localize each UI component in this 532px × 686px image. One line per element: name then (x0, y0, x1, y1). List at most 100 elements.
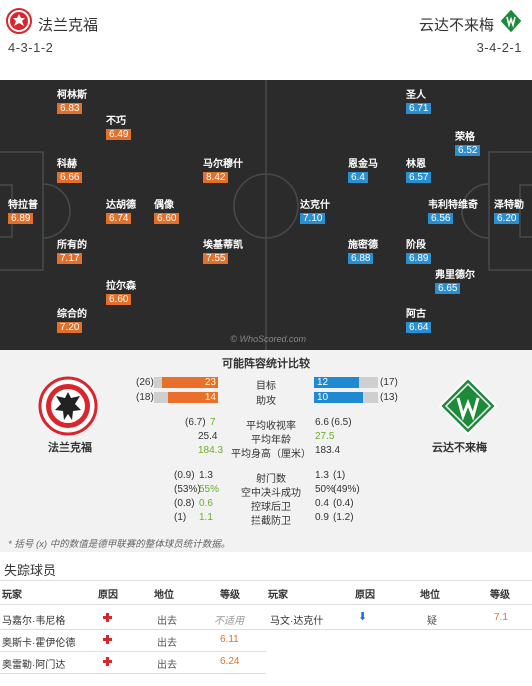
home-player[interactable]: 科赫 6.66 (57, 159, 83, 183)
player-rating: 7.55 (203, 253, 229, 264)
home-player[interactable]: 不巧 6.49 (106, 116, 132, 140)
werder-crest-icon (438, 376, 498, 436)
stat-label: 平均身高（厘米） (231, 449, 311, 460)
player-rating: 6.71 (406, 103, 432, 114)
missing-player-name[interactable]: 奥斯卡·霍伊伦德 (2, 638, 76, 649)
player-rating: 7.20 (57, 322, 83, 333)
home-player[interactable]: 马尔穆什 8.42 (203, 159, 243, 183)
missing-player-rating: 不适用 (214, 616, 244, 627)
away-formation: 3-4-2-1 (476, 40, 522, 55)
player-name: 圣人 (406, 90, 426, 101)
match-header: 法兰克福 云达不来梅 4-3-1-2 3-4-2-1 (0, 0, 532, 80)
player-rating: 6.74 (106, 213, 132, 224)
home-bar-value: 23 (204, 377, 216, 388)
divider (0, 580, 532, 581)
player-rating: 6.65 (435, 283, 461, 294)
col-rating-home: 等级 (220, 590, 240, 601)
col-player-away: 玩家 (268, 590, 288, 601)
home-player[interactable]: 所有的 7.17 (57, 240, 87, 264)
missing-player-position: 出去 (157, 616, 177, 627)
player-name: 埃基蒂凯 (203, 240, 243, 251)
away-player[interactable]: 阶段 6.89 (406, 240, 432, 264)
home-season-total: (18) (136, 392, 154, 403)
home-league-avg: (1) (174, 512, 187, 523)
home-player[interactable]: 拉尔森 6.60 (106, 281, 136, 305)
home-season-total: (26) (136, 377, 154, 388)
home-player[interactable]: 综合的 7.20 (57, 309, 87, 333)
player-rating: 6.66 (57, 172, 83, 183)
home-player[interactable]: 埃基蒂凯 7.55 (203, 240, 243, 264)
home-stat-value: 184.3 (198, 445, 224, 456)
lineup-stats-comparison: 可能阵容统计比较 法兰克福 云达不来梅 (26) 23 目标 12 (17) (18) 14… (0, 350, 532, 552)
away-player[interactable]: 达克什 7.10 (300, 200, 330, 224)
away-player[interactable]: 泽特勒 6.20 (494, 200, 524, 224)
divider (0, 604, 532, 605)
away-player[interactable]: 施密德 6.88 (348, 240, 378, 264)
col-player-home: 玩家 (2, 590, 22, 601)
divider (0, 629, 266, 630)
missing-player-rating: 7.1 (494, 612, 508, 623)
away-bar-value: 10 (317, 392, 329, 403)
home-stat-value: 55% (199, 484, 220, 495)
away-player[interactable]: 阿古 6.64 (406, 309, 432, 333)
player-name: 阿古 (406, 309, 426, 320)
col-rating-away: 等级 (490, 590, 510, 601)
player-rating: 6.60 (154, 213, 180, 224)
player-rating: 6.49 (106, 129, 132, 140)
away-player[interactable]: 弗里德尔 6.65 (435, 270, 475, 294)
away-player[interactable]: 荣格 6.52 (455, 132, 481, 156)
player-rating: 6.57 (406, 172, 432, 183)
away-bar-fill (314, 377, 359, 388)
player-name: 所有的 (57, 240, 87, 251)
home-team-label: 法兰克福 (48, 442, 92, 454)
player-rating: 6.4 (348, 172, 368, 183)
home-bar-track: 23 (154, 377, 218, 388)
player-name: 达克什 (300, 200, 330, 211)
away-stat-value: 6.6 (315, 417, 329, 428)
away-season-total: (13) (380, 392, 398, 403)
player-rating: 6.89 (406, 253, 432, 264)
away-league-avg: (1) (333, 470, 346, 481)
player-name: 不巧 (106, 116, 126, 127)
home-player[interactable]: 达胡德 6.74 (106, 200, 136, 224)
away-stat-value: 0.4 (315, 498, 329, 509)
stat-label: 平均收视率 (246, 421, 296, 432)
home-team-name[interactable]: 法兰克福 (38, 17, 99, 34)
home-stat-value: 0.6 (199, 498, 213, 509)
away-player[interactable]: 圣人 6.71 (406, 90, 432, 114)
stats-title: 可能阵容统计比较 (222, 358, 310, 370)
home-bar-track: 14 (154, 392, 218, 403)
player-name: 达胡德 (106, 200, 136, 211)
away-stat-value: 27.5 (315, 431, 335, 442)
home-stat-value: 1.1 (199, 512, 213, 523)
home-player[interactable]: 特拉普 6.89 (8, 200, 38, 224)
away-bar-track: 12 (314, 377, 378, 388)
missing-player-position: 出去 (157, 638, 177, 649)
away-player[interactable]: 韦利特维奇 6.56 (428, 200, 478, 224)
away-player[interactable]: 恩金马 6.4 (348, 159, 378, 183)
player-name: 马尔穆什 (203, 159, 243, 170)
player-rating: 7.10 (300, 213, 326, 224)
stat-label: 空中决斗成功 (241, 488, 301, 499)
home-bar-value: 14 (204, 392, 216, 403)
away-team-label: 云达不来梅 (432, 442, 487, 454)
missing-player-name[interactable]: 马文·达克什 (270, 616, 324, 627)
away-player[interactable]: 林恩 6.57 (406, 159, 432, 183)
home-player[interactable]: 偶像 6.60 (154, 200, 180, 224)
doubtful-arrow-icon: ⬇ (358, 611, 368, 623)
injury-icon (103, 635, 112, 644)
away-bar-value: 12 (317, 377, 329, 388)
player-rating: 6.64 (406, 322, 432, 333)
player-rating: 8.42 (203, 172, 229, 183)
missing-player-rating: 6.11 (220, 634, 239, 645)
away-team-name[interactable]: 云达不来梅 (418, 17, 494, 34)
missing-players-title: 失踪球员 (4, 563, 57, 578)
player-rating: 6.20 (494, 213, 520, 224)
home-stat-value: 1.3 (199, 470, 213, 481)
missing-player-name[interactable]: 奥雷勒·阿门达 (2, 660, 66, 671)
home-league-avg: (0.8) (174, 498, 195, 509)
missing-player-name[interactable]: 马嘉尔·韦尼格 (2, 616, 66, 627)
stat-label: 射门数 (256, 474, 286, 485)
home-player[interactable]: 柯林斯 6.83 (57, 90, 87, 114)
player-name: 恩金马 (348, 159, 378, 170)
